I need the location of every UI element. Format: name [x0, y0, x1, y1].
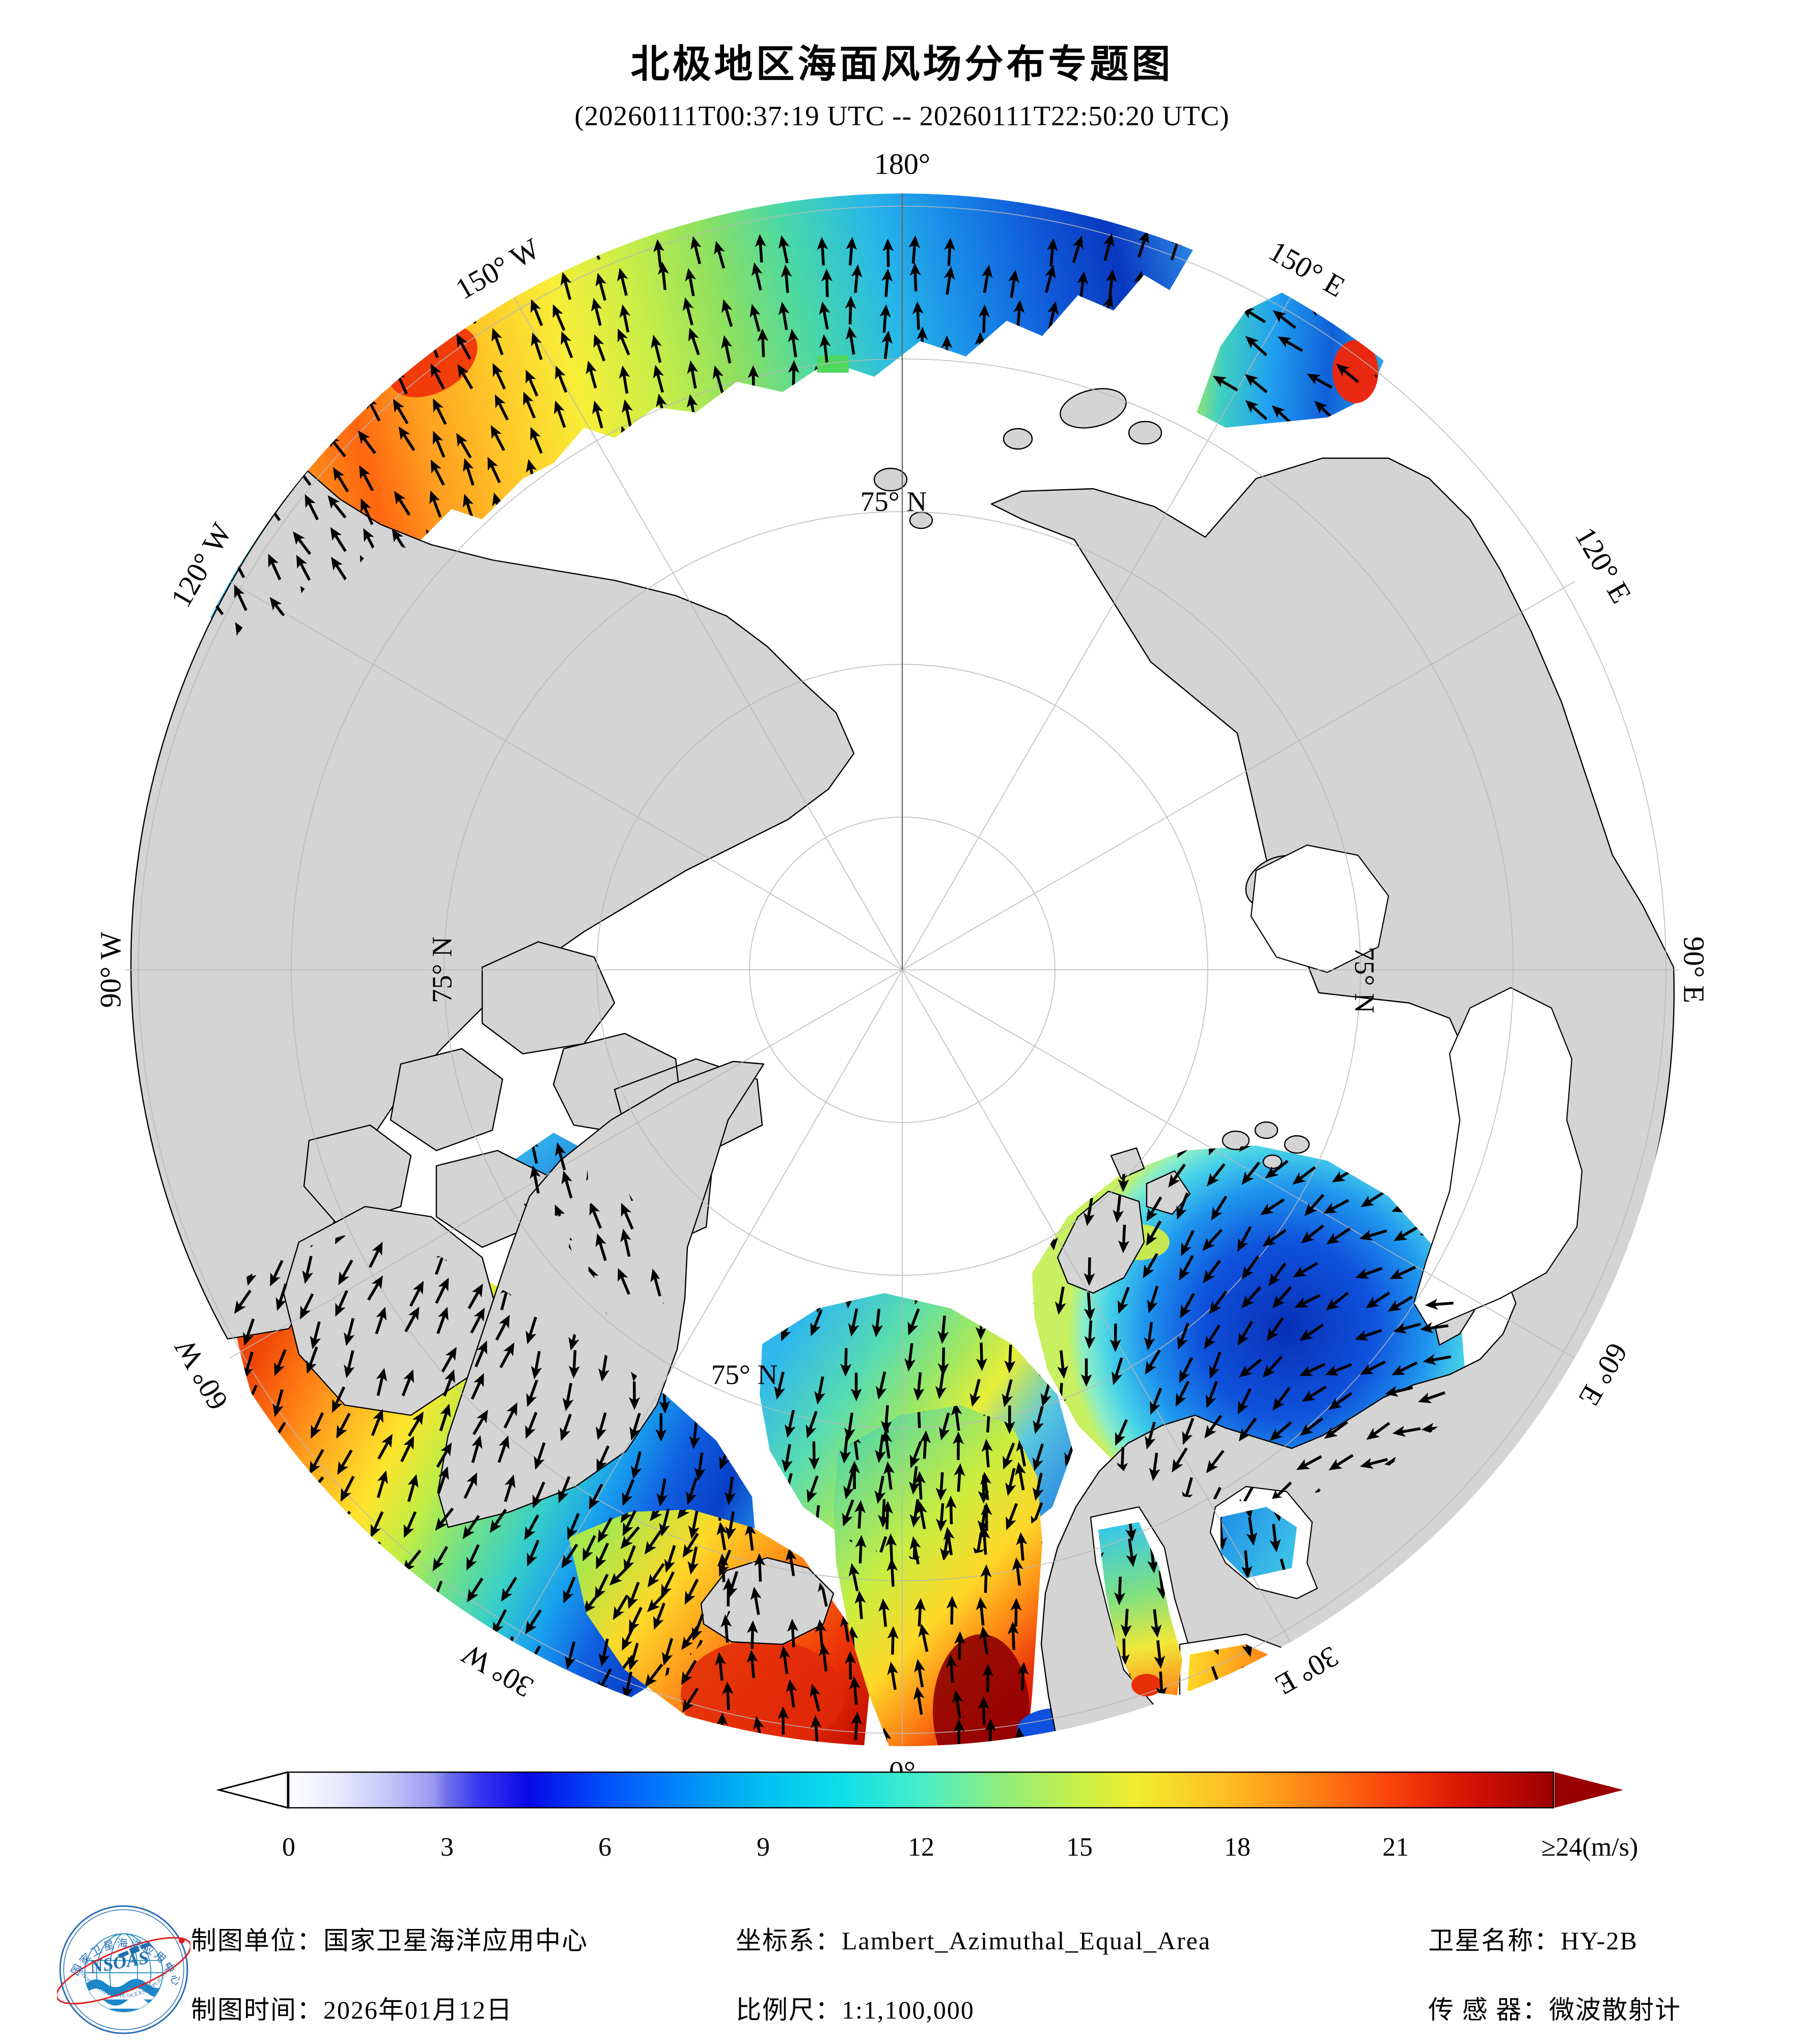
footer-agency: 制图单位：国家卫星海洋应用中心 [191, 1926, 588, 1955]
colorbar-tick-21: 21 [1382, 1833, 1409, 1862]
graticule [126, 193, 1679, 1746]
logo-outer-ring [59, 1905, 188, 2034]
logo-inner-ring [63, 1909, 184, 2030]
latitude-label-75n-left: 75° N [426, 936, 458, 1003]
footer-crs: 坐标系：Lambert_Azimuthal_Equal_Area [736, 1926, 1211, 1955]
meridian-label-180: 180° [874, 147, 931, 181]
logo-orbit [57, 1937, 190, 2005]
nsoas-logo: NSOAS 国家卫星海洋应用中心 NATIONAL SATELLITE OCEA… [57, 1903, 190, 2034]
footer-satellite: 卫星名称：HY-2B [1428, 1926, 1638, 1955]
arctic-wind-map [126, 193, 1679, 1746]
land-franz-josef [1222, 1121, 1310, 1169]
footer-date: 制图时间：2026年01月12日 [191, 1996, 513, 2024]
page-title: 北极地区海面风场分布专题图 [630, 43, 1174, 86]
latitude-label-75n-bottom: 75° N [711, 1359, 778, 1390]
time-range-subtitle: (20260111T00:37:19 UTC -- 20260111T22:50… [574, 100, 1230, 131]
land-small-islands [873, 388, 1162, 529]
latitude-label-75n-right: 75° N [1349, 946, 1380, 1014]
sea-kara [1413, 987, 1583, 1330]
land-greenland [437, 1060, 765, 1528]
colorbar-tick-9: 9 [757, 1833, 770, 1862]
colorbar-right-arrow [1555, 1772, 1623, 1808]
footer-sensor: 传 感 器：微波散射计 [1428, 1996, 1681, 2024]
land-north-america [130, 470, 855, 1340]
colorbar-gradient-bar [288, 1771, 1555, 1809]
logo-globe [84, 1933, 163, 2012]
colorbar-tick-max: ≥24(m/s) [1541, 1833, 1638, 1862]
land-svalbard [1057, 1147, 1191, 1294]
colorbar-tick-15: 15 [1066, 1833, 1093, 1862]
footer-scale: 比例尺：1:1,100,000 [736, 1996, 975, 2024]
colorbar-tick-12: 12 [908, 1833, 934, 1862]
meridian-label-90w: 90° W [94, 932, 127, 1008]
colorbar-tick-18: 18 [1224, 1833, 1251, 1862]
logo-satellite-icon [118, 1942, 151, 1958]
logo-orbit-satellite-dot [178, 1937, 185, 1944]
colorbar-tick-6: 6 [598, 1833, 612, 1862]
colorbar-tick-3: 3 [440, 1833, 454, 1862]
sea-laptev-wedge [1250, 844, 1390, 973]
land-masses [130, 388, 1675, 1746]
meridian-label-90e: 90° E [1677, 936, 1711, 1003]
latitude-label-75n-top: 75° N [860, 486, 927, 517]
colorbar-left-arrow [216, 1771, 289, 1809]
wind-speed-colorbar: 0 3 6 9 12 15 18 21 ≥24(m/s) [216, 1771, 1638, 1862]
colorbar-tick-0: 0 [282, 1833, 295, 1862]
